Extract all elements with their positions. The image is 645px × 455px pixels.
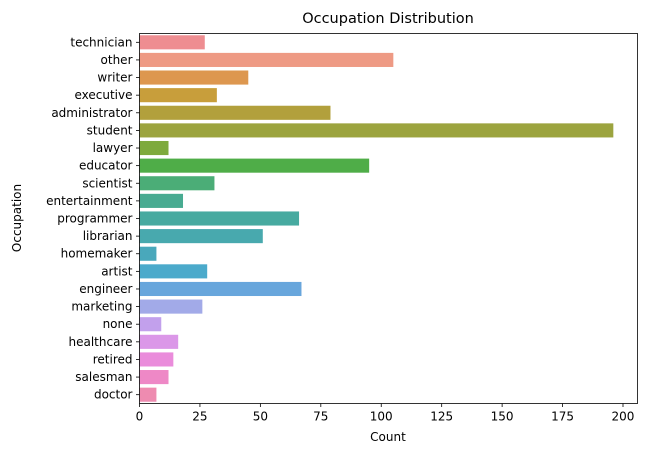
category-label-technician: technician xyxy=(70,35,132,49)
category-label-programmer: programmer xyxy=(57,212,132,226)
bar-executive xyxy=(139,88,217,103)
bar-salesman xyxy=(139,370,169,385)
bar-writer xyxy=(139,70,249,85)
bar-technician xyxy=(139,35,205,50)
category-label-doctor: doctor xyxy=(94,388,133,402)
bar-lawyer xyxy=(139,140,169,156)
bar-artist xyxy=(139,264,208,279)
x-axis-ticks: 0 25 50 75 100 125 150 175 200 xyxy=(136,403,635,424)
bar-retired xyxy=(139,352,174,367)
bar-doctor xyxy=(139,387,157,402)
x-tick-label-75: 75 xyxy=(313,410,328,424)
y-axis-title: Occupation xyxy=(10,184,24,252)
category-label-retired: retired xyxy=(93,352,133,366)
bar-scientist xyxy=(139,176,215,191)
bar-librarian xyxy=(139,229,263,244)
category-label-engineer: engineer xyxy=(79,282,132,296)
bar-programmer xyxy=(139,211,300,226)
x-tick-label-125: 125 xyxy=(430,410,453,424)
category-label-scientist: scientist xyxy=(82,176,132,190)
category-label-healthcare: healthcare xyxy=(69,335,133,349)
category-label-none: none xyxy=(103,317,133,331)
bar-engineer xyxy=(139,281,302,297)
x-tick-label-175: 175 xyxy=(551,410,574,424)
bar-homemaker xyxy=(139,246,157,261)
category-label-administrator: administrator xyxy=(51,106,132,120)
category-label-other: other xyxy=(101,53,133,67)
x-tick-label-0: 0 xyxy=(136,410,144,424)
x-tick-label-100: 100 xyxy=(370,410,393,424)
category-label-student: student xyxy=(87,123,133,137)
bar-student xyxy=(139,123,614,138)
category-label-salesman: salesman xyxy=(75,370,132,384)
category-label-writer: writer xyxy=(97,71,132,85)
x-axis-title: Count xyxy=(370,430,406,444)
bar-healthcare xyxy=(139,334,179,349)
category-label-artist: artist xyxy=(101,264,133,278)
bar-entertainment xyxy=(139,193,184,208)
category-label-lawyer: lawyer xyxy=(93,141,133,155)
bar-other xyxy=(139,52,394,67)
x-tick-label-25: 25 xyxy=(192,410,207,424)
x-tick-label-200: 200 xyxy=(612,410,635,424)
x-tick-label-50: 50 xyxy=(253,410,268,424)
bar-marketing xyxy=(139,299,203,314)
category-label-educator: educator xyxy=(79,159,133,173)
chart-title: Occupation Distribution xyxy=(302,11,474,27)
bar-administrator xyxy=(139,105,331,120)
bar-educator xyxy=(139,158,370,173)
bar-none xyxy=(139,317,162,332)
category-label-homemaker: homemaker xyxy=(61,247,133,261)
category-label-marketing: marketing xyxy=(71,300,132,314)
category-label-librarian: librarian xyxy=(83,229,133,243)
x-tick-label-150: 150 xyxy=(491,410,514,424)
category-labels: technician other writer executive administra… xyxy=(46,35,140,402)
plot-frame xyxy=(139,33,638,404)
category-label-executive: executive xyxy=(74,88,132,102)
bars-group xyxy=(139,35,614,402)
category-label-entertainment: entertainment xyxy=(46,194,133,208)
